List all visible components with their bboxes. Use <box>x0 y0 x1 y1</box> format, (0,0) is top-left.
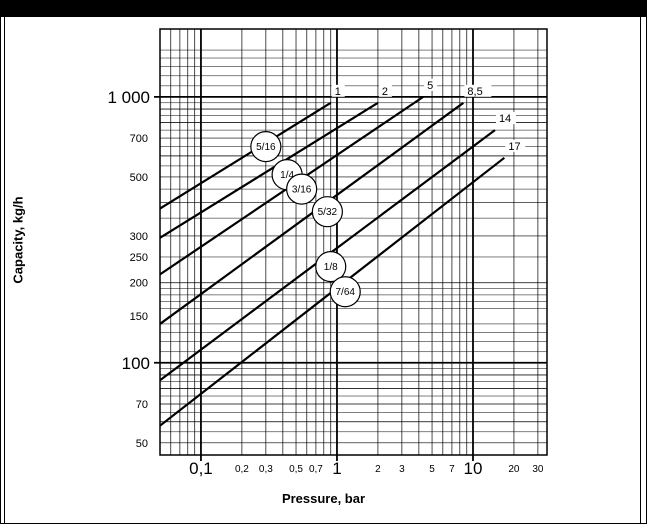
y-tick-label: 50 <box>136 438 148 450</box>
left-border <box>4 17 5 524</box>
series-end-label-bg <box>464 84 492 97</box>
x-tick-label: 20 <box>508 464 520 475</box>
series-line <box>159 101 332 210</box>
series-end-label: 17 <box>508 141 520 153</box>
size-callout-circle <box>250 131 282 163</box>
x-tick-label: 0,5 <box>289 464 303 475</box>
y-tick-label: 100 <box>122 354 150 373</box>
size-callout-circle <box>286 173 318 205</box>
y-tick-label: 300 <box>130 231 148 243</box>
x-tick-label: 0,2 <box>235 464 249 475</box>
series-end-label: 5 <box>427 80 433 92</box>
title-bar <box>0 0 647 17</box>
x-tick-label: 0,1 <box>189 459 213 478</box>
size-callout-label: 1/4 <box>280 170 294 181</box>
x-tick-label: 1 <box>332 459 341 478</box>
size-callout-label: 7/64 <box>335 287 355 298</box>
x-tick-label: 5 <box>429 464 435 475</box>
size-callout-circle <box>311 196 343 228</box>
size-callout-circle <box>315 251 347 283</box>
x-tick-label: 2 <box>375 464 381 475</box>
x-tick-label: 7 <box>449 464 455 475</box>
x-tick-label: 10 <box>464 459 483 478</box>
size-callout-label: 3/16 <box>292 185 312 196</box>
y-axis-title: Capacity, kg/h <box>10 196 26 284</box>
series-end-label-bg <box>424 78 438 91</box>
y-tick-label: 200 <box>130 278 148 290</box>
x-tick-label: 0,3 <box>259 464 273 475</box>
grid <box>154 29 547 461</box>
series-end-label: 2 <box>382 86 388 98</box>
size-callout-label: 5/32 <box>318 207 338 218</box>
size-callout-label: 5/16 <box>256 142 276 153</box>
series-end-label: 14 <box>499 113 511 125</box>
right-border <box>640 17 641 524</box>
series-end-label-bg <box>495 112 516 125</box>
y-tick-label: 500 <box>130 172 148 184</box>
series-line <box>159 101 465 325</box>
size-callout-circle <box>329 276 361 308</box>
plot-border <box>159 28 548 456</box>
series-end-label-bg <box>331 84 345 97</box>
size-callout-label: 1/8 <box>324 262 338 273</box>
y-tick-label: 1 000 <box>107 88 150 107</box>
y-tick-label: 150 <box>130 311 148 323</box>
x-tick-label: 0,7 <box>309 464 323 475</box>
series-end-label: 8,5 <box>467 86 482 98</box>
x-axis-title: Pressure, bar <box>281 491 366 506</box>
x-tick-label: 3 <box>399 464 405 475</box>
y-tick-label: 700 <box>130 133 148 145</box>
series-end-label-bg <box>505 139 526 152</box>
y-tick-label: 70 <box>136 399 148 411</box>
series-end-label: 1 <box>335 86 341 98</box>
x-tick-label: 30 <box>532 464 544 475</box>
series-end-label-bg <box>378 84 392 97</box>
y-tick-label: 250 <box>130 252 148 264</box>
series-line <box>159 101 379 239</box>
